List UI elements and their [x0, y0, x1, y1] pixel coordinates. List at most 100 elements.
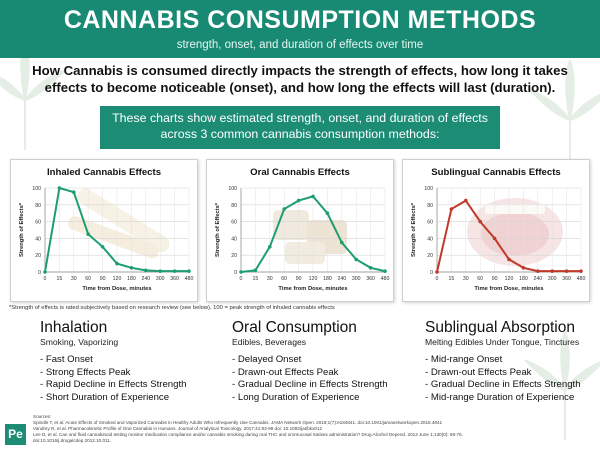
source-line: Spindle T, et al. Acute Effects of Smoke…: [33, 420, 443, 425]
list-item: - Fast Onset: [40, 354, 93, 365]
edible-shape: [307, 220, 347, 254]
x-axis-label: Time from Dose, minutes: [82, 286, 151, 292]
list-item: - Rapid Decline in Effects Strength: [40, 379, 187, 390]
x-tick-label: 0: [436, 276, 439, 282]
list-item: - Delayed Onset: [232, 354, 302, 365]
y-axis-label: Strength of Effects*: [19, 202, 25, 257]
x-tick-label: 240: [141, 276, 150, 282]
data-point: [43, 270, 47, 274]
y-tick-label: 40: [35, 236, 41, 242]
x-tick-label: 0: [240, 276, 243, 282]
chart-card-inhaled: Inhaled Cannabis Effects 0 20 40 60 80 100 0 15 3…: [10, 159, 198, 302]
x-tick-label: 120: [505, 276, 514, 282]
cannabis-leaf-icon: [524, 330, 600, 440]
x-tick-label: 0: [44, 276, 47, 282]
method-list: - Delayed Onset - Drawn-out Effects Peak…: [232, 354, 407, 404]
data-point: [72, 190, 76, 194]
method-subheading: Edibles, Beverages: [232, 337, 307, 347]
page-title: CANNABIS CONSUMPTION METHODS: [63, 6, 537, 34]
x-tick-label: 15: [57, 276, 63, 282]
data-point: [507, 257, 511, 262]
data-point: [579, 269, 583, 273]
data-point: [449, 207, 454, 211]
list-item: - Drawn-out Effects Peak: [232, 366, 339, 378]
y-axis-label: Strength of Effects*: [411, 202, 417, 257]
y-tick-label: 0: [234, 270, 237, 276]
method-oral: Oral Consumption Edibles, Beverages - De…: [232, 319, 407, 404]
x-tick-label: 360: [562, 276, 571, 282]
list-item: - Gradual Decline in Effects Strength: [232, 379, 388, 390]
data-point: [282, 207, 286, 211]
x-tick-label: 90: [492, 276, 498, 282]
x-tick-label: 30: [463, 276, 469, 282]
method-heading: Oral Consumption: [232, 319, 357, 336]
data-point: [354, 257, 358, 262]
data-point: [86, 232, 90, 236]
y-axis-label: Strength of Effects*: [215, 202, 221, 257]
data-point: [144, 268, 148, 273]
x-tick-label: 300: [548, 276, 557, 282]
data-point: [57, 186, 62, 190]
intro-text: How Cannabis is consumed directly impact…: [32, 63, 568, 95]
sources-label: Sources:: [33, 414, 52, 419]
y-tick-label: 60: [35, 220, 41, 226]
x-tick-label: 30: [267, 276, 273, 282]
method-inhalation: Inhalation Smoking, Vaporizing - Fast On…: [40, 319, 215, 404]
method-sublingual: Sublingual Absorption Melting Edibles Un…: [425, 319, 600, 404]
x-tick-label: 120: [113, 276, 122, 282]
sublingual-chart: Sublingual Cannabis Effects 0 20 40 60 80 100 0…: [411, 167, 586, 292]
x-tick-label: 300: [156, 276, 165, 282]
joint-shape: [68, 216, 159, 259]
x-tick-label: 360: [170, 276, 179, 282]
x-tick-label: 15: [253, 276, 259, 282]
x-tick-label: 30: [71, 276, 77, 282]
y-tick-label: 80: [35, 203, 41, 209]
chart-footnote: *Strength of effects is rated subjective…: [9, 305, 335, 311]
list-item: - Gradual Decline in Effects Strength: [425, 379, 581, 390]
x-tick-label: 60: [281, 276, 287, 282]
data-point: [521, 266, 526, 270]
teeth-shape: [485, 204, 545, 214]
x-axis-label: Time from Dose, minutes: [278, 286, 347, 292]
chart-illustration: [68, 188, 170, 259]
x-tick-label: 480: [381, 276, 390, 282]
page-subtitle: strength, onset, and duration of effects…: [176, 39, 424, 51]
data-point: [253, 268, 258, 273]
y-tick-label: 20: [427, 253, 433, 259]
x-tick-label: 15: [449, 276, 455, 282]
chart-title: Oral Cannabis Effects: [250, 167, 350, 178]
data-point: [435, 270, 439, 274]
x-tick-label: 480: [577, 276, 586, 282]
list-item: - Strong Effects Peak: [40, 366, 131, 378]
x-tick-label: 90: [296, 276, 302, 282]
logo: Pe: [5, 424, 26, 445]
data-point: [296, 198, 301, 203]
y-tick-label: 80: [427, 203, 433, 209]
y-tick-label: 40: [427, 236, 433, 242]
y-tick-label: 80: [231, 203, 237, 209]
data-point: [239, 270, 243, 274]
chart-illustration: [467, 198, 563, 266]
list-item: - Mid-range Onset: [425, 354, 503, 365]
oral-chart: Oral Cannabis Effects 0 20 40 60 80 100 0 15 30 60…: [215, 167, 390, 292]
data-point: [158, 269, 162, 273]
chart-card-oral: Oral Cannabis Effects 0 20 40 60 80 100 0 15 30 60…: [206, 159, 394, 302]
data-point: [564, 269, 569, 273]
data-point: [340, 240, 344, 245]
x-tick-label: 360: [366, 276, 375, 282]
y-tick-label: 60: [231, 220, 237, 226]
data-point: [325, 211, 330, 215]
chart-title: Inhaled Cannabis Effects: [47, 167, 161, 178]
chart-title: Sublingual Cannabis Effects: [431, 167, 561, 178]
x-tick-label: 60: [85, 276, 91, 282]
y-tick-label: 20: [231, 253, 237, 259]
y-tick-label: 100: [228, 186, 237, 192]
list-item: - Long Duration of Experience: [232, 391, 360, 403]
x-tick-label: 180: [127, 276, 136, 282]
source-line: Vandrey R, et al. Pharmacokinetic Profil…: [33, 426, 323, 431]
data-point: [550, 269, 554, 273]
x-tick-label: 180: [519, 276, 528, 282]
method-heading: Inhalation: [40, 319, 108, 336]
x-tick-label: 240: [533, 276, 542, 282]
header-banner: CANNABIS CONSUMPTION METHODS strength, o…: [0, 0, 600, 58]
